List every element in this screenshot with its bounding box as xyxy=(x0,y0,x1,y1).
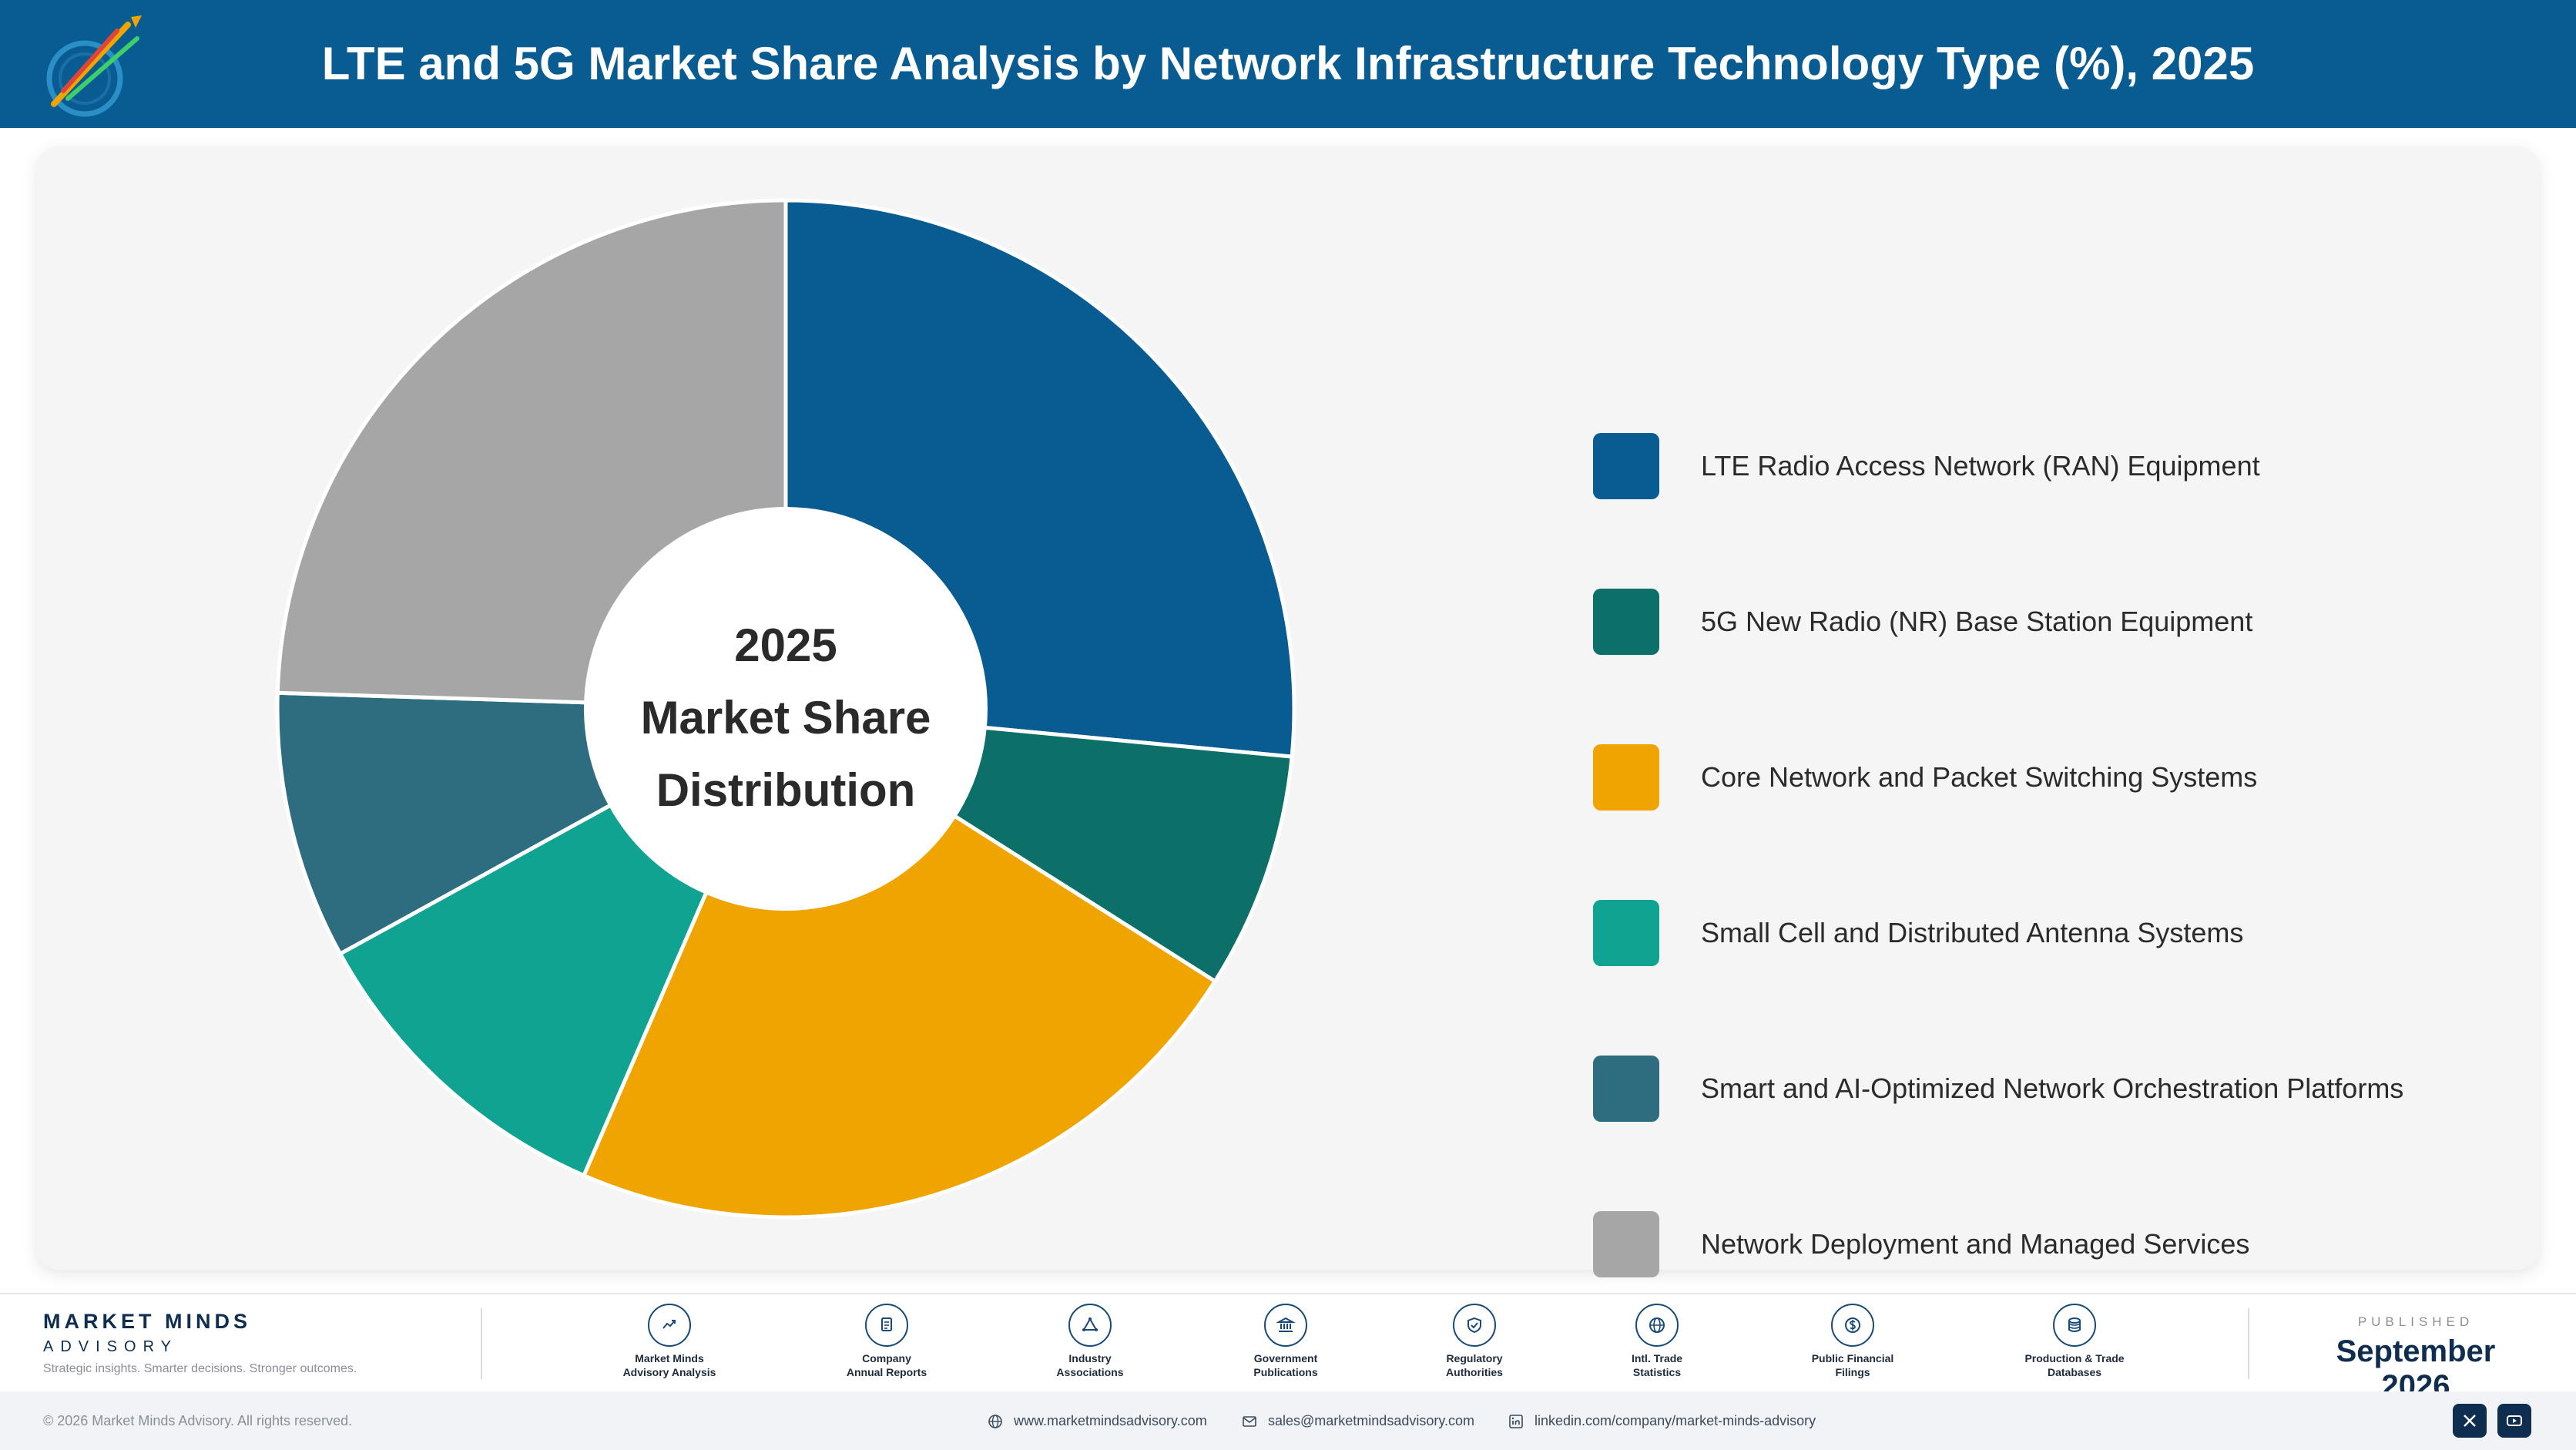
page-title: LTE and 5G Market Share Analysis by Netw… xyxy=(321,38,2255,89)
youtube-icon xyxy=(2507,1415,2522,1426)
source-label: Public Financial Filings xyxy=(1811,1352,1894,1378)
legend-label: Smart and AI-Optimized Network Orchestra… xyxy=(1701,1072,2404,1104)
legend-label: 5G New Radio (NR) Base Station Equipment xyxy=(1701,606,2253,637)
source-item: Intl. Trade Statistics xyxy=(1576,1304,1738,1379)
source-label: Intl. Trade Statistics xyxy=(1631,1352,1683,1378)
mail-icon xyxy=(1243,1416,1256,1428)
brand-name: MARKET MINDS xyxy=(43,1310,251,1333)
copyright-text: © 2026 Market Minds Advisory. All rights… xyxy=(43,1413,353,1428)
youtube-social-button[interactable] xyxy=(2497,1404,2531,1438)
legend-item: Core Network and Packet Switching System… xyxy=(1593,744,2517,811)
document-icon xyxy=(865,1304,908,1347)
center-text-line-1: 2025 xyxy=(734,619,837,671)
source-item: Industry Associations xyxy=(1009,1304,1171,1379)
company-logo xyxy=(46,15,142,117)
legend-swatch xyxy=(1593,433,1659,499)
donut-hole xyxy=(584,507,988,911)
published-block: PUBLISHED September 2026 xyxy=(2300,1314,2531,1404)
legend-label: LTE Radio Access Network (RAN) Equipment xyxy=(1701,450,2260,482)
legend-item: 5G New Radio (NR) Base Station Equipment xyxy=(1593,589,2517,655)
chart-card: 2025 Market Share Distribution LTE Radio… xyxy=(37,146,2539,1277)
footer-divider xyxy=(481,1308,482,1379)
legend-label: Network Deployment and Managed Services xyxy=(1701,1228,2250,1260)
linkedin-text: linkedin.com/company/market-minds-adviso… xyxy=(1535,1413,1816,1428)
source-label: Industry Associations xyxy=(1056,1352,1124,1378)
email-text: sales@marketmindsadvisory.com xyxy=(1268,1413,1475,1428)
source-label: Regulatory Authorities xyxy=(1446,1352,1503,1378)
x-social-button[interactable] xyxy=(2453,1404,2487,1438)
legend-swatch xyxy=(1593,589,1659,655)
legend-label: Small Cell and Distributed Antenna Syste… xyxy=(1701,917,2244,948)
source-item: Market Minds Advisory Analysis xyxy=(589,1304,750,1379)
donut-chart: 2025 Market Share Distribution xyxy=(275,198,1296,1220)
published-label: PUBLISHED xyxy=(2357,1314,2474,1329)
source-item: Production & Trade Databases xyxy=(1994,1304,2155,1379)
shield-icon xyxy=(1453,1304,1496,1347)
website-text: www.marketmindsadvisory.com xyxy=(1014,1413,1207,1428)
source-item: Regulatory Authorities xyxy=(1394,1304,1555,1379)
linkedin-icon xyxy=(1509,1415,1523,1429)
globe-icon xyxy=(988,1415,1002,1429)
legend-item: Small Cell and Distributed Antenna Syste… xyxy=(1593,900,2517,966)
brand-subtitle: ADVISORY xyxy=(43,1338,178,1355)
source-label: Company Annual Reports xyxy=(846,1352,927,1378)
globe-icon xyxy=(1635,1304,1679,1347)
source-item: Company Annual Reports xyxy=(806,1304,968,1379)
legend-label: Core Network and Packet Switching System… xyxy=(1701,761,2258,793)
source-item: Public Financial Filings xyxy=(1772,1304,1934,1379)
header-bar: LTE and 5G Market Share Analysis by Netw… xyxy=(0,0,2576,128)
legend-swatch xyxy=(1593,744,1659,811)
legend-swatch xyxy=(1593,1056,1659,1122)
footer: MARKET MINDS ADVISORY Strategic insights… xyxy=(0,1293,2576,1403)
center-text-line-3: Distribution xyxy=(656,764,916,816)
network-icon xyxy=(1068,1304,1112,1347)
source-item: Government Publications xyxy=(1205,1304,1367,1379)
linkedin-link[interactable]: linkedin.com/company/market-minds-adviso… xyxy=(1508,1391,1816,1450)
legend-swatch xyxy=(1593,900,1659,966)
website-link[interactable]: www.marketmindsadvisory.com xyxy=(988,1391,1207,1450)
dollar-icon xyxy=(1831,1304,1874,1347)
source-label: Production & Trade Databases xyxy=(2024,1352,2125,1378)
legend-swatch xyxy=(1593,1211,1659,1277)
footer-divider xyxy=(2248,1308,2249,1379)
brand-tagline: Strategic insights. Smarter decisions. S… xyxy=(43,1362,357,1375)
database-icon xyxy=(2053,1304,2096,1347)
email-link[interactable]: sales@marketmindsadvisory.com xyxy=(1242,1391,1474,1450)
legend-item: Network Deployment and Managed Services xyxy=(1593,1211,2517,1277)
center-text-line-2: Market Share xyxy=(641,692,931,743)
legend-item: LTE Radio Access Network (RAN) Equipment xyxy=(1593,433,2517,499)
brand-block: MARKET MINDS ADVISORY Strategic insights… xyxy=(43,1310,357,1376)
legend-item: Smart and AI-Optimized Network Orchestra… xyxy=(1593,1056,2517,1122)
bottom-bar: © 2026 Market Minds Advisory. All rights… xyxy=(0,1391,2576,1450)
building-icon xyxy=(1264,1304,1307,1347)
source-label: Government Publications xyxy=(1253,1352,1318,1378)
x-icon xyxy=(2464,1415,2476,1427)
source-label: Market Minds Advisory Analysis xyxy=(622,1352,716,1378)
trend-icon xyxy=(648,1304,691,1347)
